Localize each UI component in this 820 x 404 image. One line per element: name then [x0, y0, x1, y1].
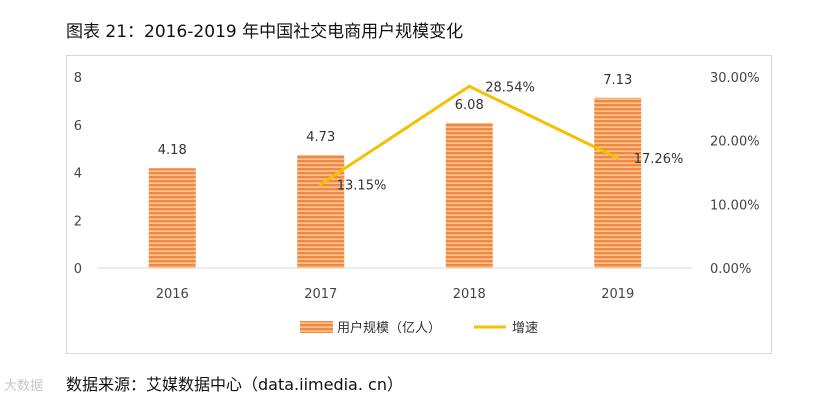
bar [594, 97, 642, 269]
grid-layer: 0 2 4 6 8 0.00% 10.00% 20.00% 30.00% 2016 2017 2018… [74, 71, 760, 302]
x-tick-label: 2016 [156, 287, 189, 302]
growth-point [467, 84, 471, 88]
legend-line-label: 增速 [512, 321, 538, 336]
y-right-tick-label: 30.00% [710, 71, 760, 86]
x-tick-label: 2018 [453, 287, 486, 302]
bar-value-label: 4.73 [306, 130, 335, 145]
growth-point [616, 156, 620, 160]
x-tick-label: 2017 [304, 287, 337, 302]
bar-value-label: 6.08 [455, 98, 484, 113]
label-layer: 4.18 4.73 6.08 7.13 13.15% 28.54% 17.26% [158, 73, 684, 194]
legend: 用户规模（亿人） 增速 [300, 320, 538, 336]
bar-value-label: 4.18 [158, 143, 187, 158]
line-layer [319, 84, 620, 186]
y-right-tick-label: 10.00% [710, 198, 760, 213]
y-left-tick-label: 4 [74, 167, 82, 182]
y-left-tick-label: 2 [74, 214, 82, 229]
x-tick-label: 2019 [601, 287, 634, 302]
growth-value-label: 17.26% [634, 152, 684, 167]
figure-title: 图表 21：2016-2019 年中国社交电商用户规模变化 [66, 22, 464, 42]
y-right-tick-label: 0.00% [710, 262, 751, 277]
y-left-tick-label: 0 [74, 262, 82, 277]
chart-frame [66, 55, 772, 354]
bar-value-label: 7.13 [603, 73, 632, 88]
legend-bar-label: 用户规模（亿人） [337, 320, 441, 336]
bar-layer [148, 97, 642, 269]
bar [148, 168, 196, 268]
legend-bar-swatch [300, 321, 333, 333]
growth-value-label: 28.54% [485, 80, 535, 95]
y-left-tick-label: 6 [74, 119, 82, 134]
growth-value-label: 13.15% [337, 178, 387, 193]
y-left-tick-label: 8 [74, 71, 82, 86]
y-right-tick-label: 20.00% [710, 135, 760, 150]
watermark: 大数据 [4, 379, 44, 394]
growth-point [319, 182, 323, 186]
source-note: 数据来源：艾媒数据中心（data.iimedia. cn） [66, 375, 403, 394]
bar [445, 122, 493, 268]
